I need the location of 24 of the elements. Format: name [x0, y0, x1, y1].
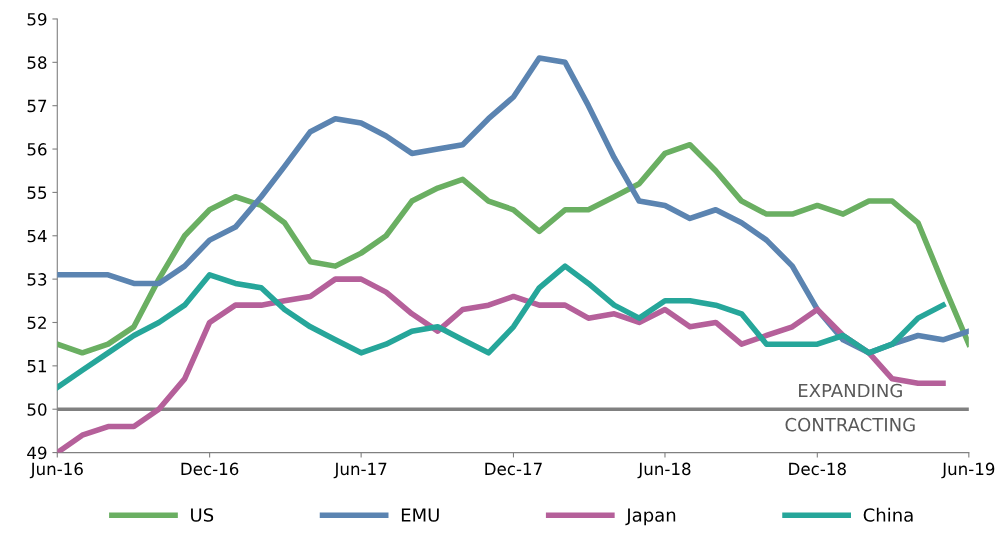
x-tick-label: Dec-16	[181, 462, 239, 476]
legend-label: US	[191, 508, 214, 522]
y-tick-label: 56	[27, 143, 47, 156]
annotation: EXPANDING	[799, 383, 902, 398]
y-tick-label: 51	[27, 360, 47, 373]
y-tick-label: 49	[27, 446, 47, 460]
x-tick-label: Jun-18	[637, 462, 691, 479]
y-tick-label: 50	[27, 403, 47, 416]
y-tick-label: 59	[27, 12, 47, 26]
y-tick-label: 57	[27, 99, 47, 113]
x-tick-label: Jun-19	[941, 462, 995, 479]
y-tick-label: 52	[27, 316, 46, 330]
annotation: CONTRACTING	[785, 417, 915, 432]
legend-label: China	[863, 507, 913, 522]
y-tick-label: 55	[27, 186, 47, 199]
y-tick-label: 58	[27, 56, 47, 69]
x-tick-label: Jun-16	[29, 462, 83, 479]
legend-label: EMU	[401, 508, 439, 522]
y-tick-label: 54	[27, 229, 47, 243]
x-tick-label: Dec-17	[485, 462, 542, 476]
x-tick-label: Dec-18	[789, 462, 846, 476]
legend-label: Japan	[625, 508, 676, 526]
y-tick-label: 53	[27, 273, 47, 286]
x-tick-label: Jun-17	[333, 462, 387, 479]
